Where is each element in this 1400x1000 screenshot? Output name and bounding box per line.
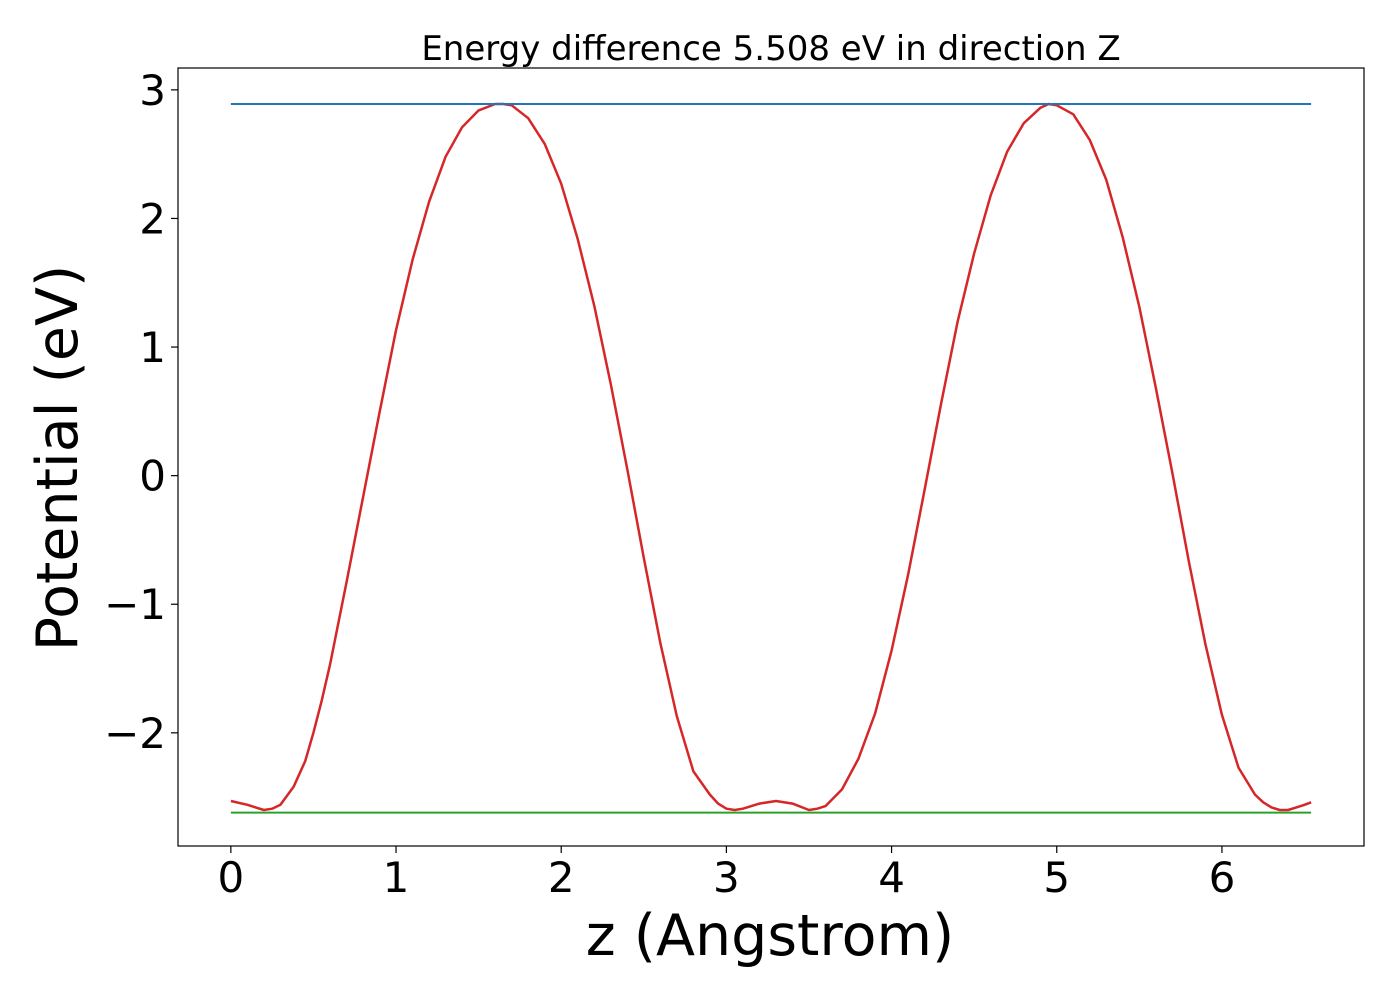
y-axis: −2 −1 0 1 2 3 <box>104 66 178 758</box>
y-tick-label: 2 <box>139 194 166 243</box>
x-tick-label: 3 <box>713 853 740 902</box>
x-tick-label: 2 <box>548 853 575 902</box>
y-tick-label: −1 <box>104 580 166 629</box>
y-tick-label: 1 <box>139 323 166 372</box>
y-axis-label: Potential (eV) <box>25 265 91 651</box>
y-tick-label: −2 <box>104 709 166 758</box>
x-tick-label: 6 <box>1209 853 1236 902</box>
x-tick-label: 0 <box>217 853 244 902</box>
y-tick-label: 0 <box>139 452 166 501</box>
plot-frame <box>177 67 1365 847</box>
y-tick-label: 3 <box>139 66 166 115</box>
x-axis: 0 1 2 3 4 5 6 <box>217 846 1235 902</box>
x-tick-label: 4 <box>878 853 905 902</box>
x-tick-label: 1 <box>383 853 410 902</box>
series-layer <box>230 102 1312 814</box>
x-axis-label: z (Angstrom) <box>586 903 954 969</box>
series-line-0 <box>230 102 1312 812</box>
x-tick-label: 5 <box>1043 853 1070 902</box>
chart-title: Energy difference 5.508 eV in direction … <box>421 29 1120 69</box>
